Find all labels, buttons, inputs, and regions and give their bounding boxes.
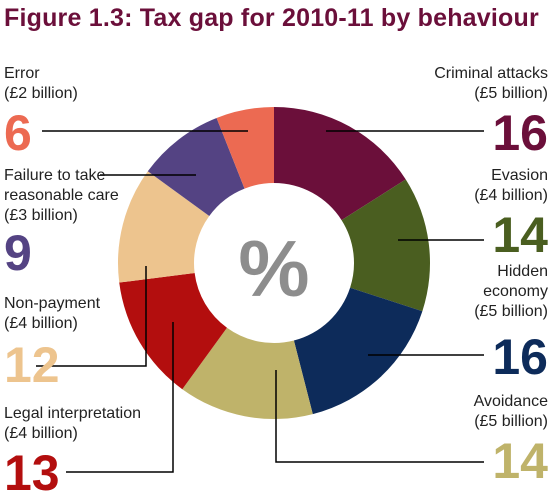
center-percent-symbol: %	[238, 224, 310, 313]
label-hidden-economy: Hidden economy (£5 billion)	[438, 262, 548, 322]
slice-evasion	[341, 179, 431, 312]
pct-hidden-economy: 16	[492, 329, 548, 385]
slice-name-evasion: Evasion	[491, 167, 548, 184]
slice-amount-non-payment: (£4 billion)	[4, 315, 78, 332]
pct-failure-reasonable-care: 9	[4, 225, 32, 281]
slice-name-hidden-economy: Hidden economy	[483, 263, 548, 300]
slice-amount-legal-interpretation: (£4 billion)	[4, 425, 78, 442]
slice-name-non-payment: Non-payment	[4, 295, 101, 312]
slice-failure-to-take-reasonable-care	[147, 117, 245, 216]
slice-name-criminal-attacks: Criminal attacks	[434, 65, 548, 82]
slice-amount-error: (£2 billion)	[4, 85, 78, 102]
pct-non-payment: 12	[4, 337, 60, 393]
slice-name-error: Error	[4, 65, 40, 82]
chart-title: Figure 1.3: Tax gap for 2010-11 by behav…	[4, 4, 539, 32]
label-non-payment: Non-payment (£4 billion)	[4, 294, 100, 334]
pct-criminal-attacks: 16	[492, 105, 548, 161]
slice-hidden-economy	[293, 287, 423, 415]
pct-error: 6	[4, 105, 32, 161]
leader-line-legal-interpretation	[66, 322, 174, 473]
slice-name-legal-interpretation: Legal interpretation	[4, 405, 141, 422]
slice-amount-hidden-economy: (£5 billion)	[474, 303, 548, 320]
pct-legal-interpretation: 13	[4, 445, 60, 501]
pct-avoidance: 14	[492, 433, 548, 489]
label-legal-interpretation: Legal interpretation (£4 billion)	[4, 404, 141, 444]
slice-amount-failure-reasonable-care: (£3 billion)	[4, 207, 78, 224]
pct-evasion: 14	[492, 207, 548, 263]
slice-non-payment	[118, 171, 210, 283]
slice-error	[216, 107, 274, 189]
slice-avoidance	[182, 327, 313, 419]
slice-amount-criminal-attacks: (£5 billion)	[474, 85, 548, 102]
label-avoidance: Avoidance (£5 billion)	[474, 392, 548, 432]
slice-criminal-attacks	[274, 107, 406, 221]
slice-name-failure-reasonable-care: Failure to take reasonable care	[4, 167, 119, 204]
label-evasion: Evasion (£4 billion)	[474, 166, 548, 206]
slice-amount-evasion: (£4 billion)	[474, 187, 548, 204]
label-failure-reasonable-care: Failure to take reasonable care (£3 bill…	[4, 166, 144, 226]
slice-name-avoidance: Avoidance	[473, 393, 548, 410]
leader-line-avoidance	[275, 370, 484, 463]
label-criminal-attacks: Criminal attacks (£5 billion)	[434, 64, 548, 104]
leader-line-non-payment	[36, 266, 147, 367]
label-error: Error (£2 billion)	[4, 64, 78, 104]
slice-amount-avoidance: (£5 billion)	[474, 413, 548, 430]
